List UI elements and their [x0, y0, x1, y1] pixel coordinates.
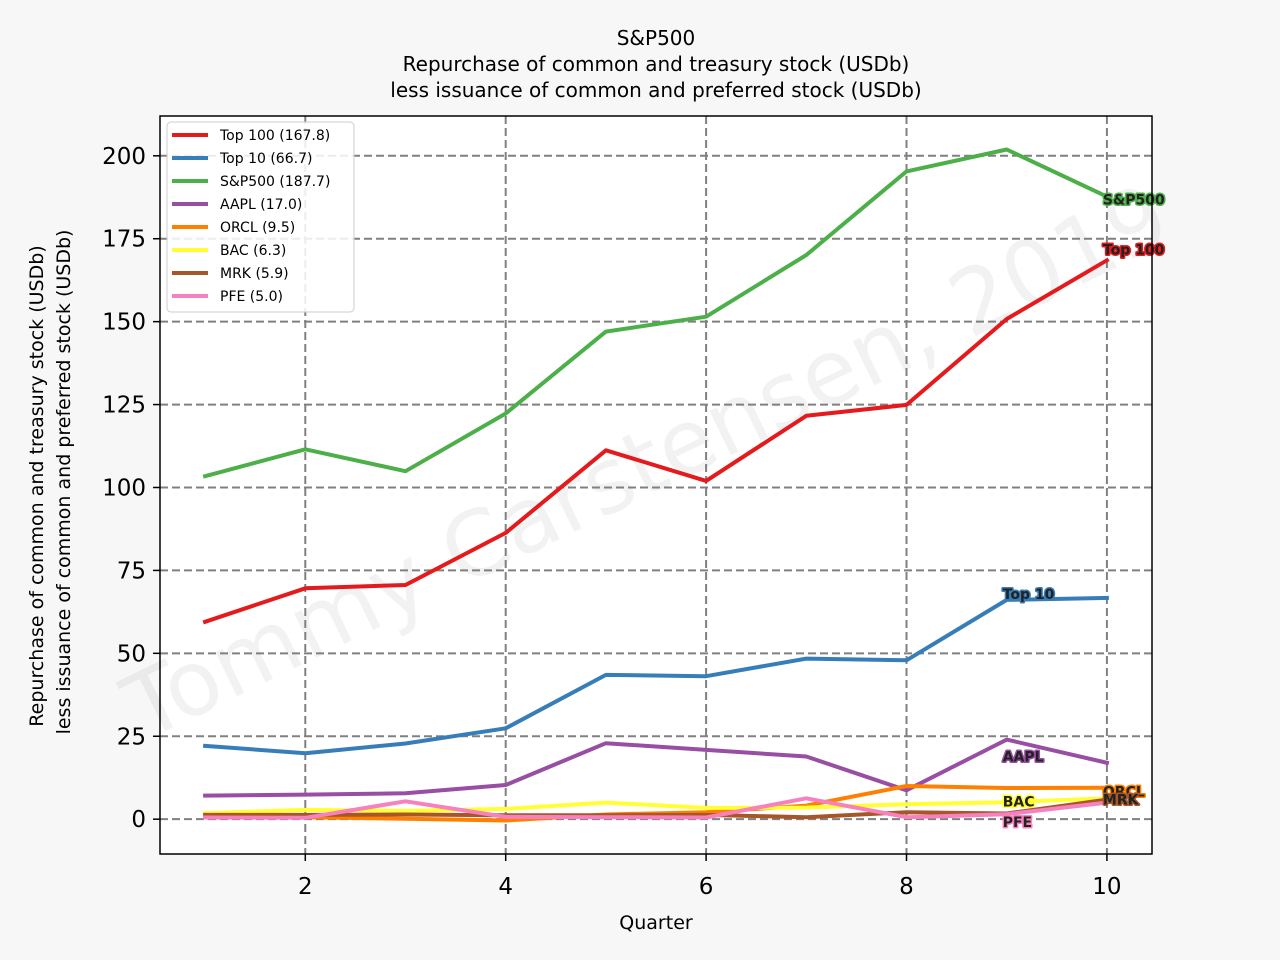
- series-line-aapl: [203, 737, 1110, 798]
- y-tick-label: 25: [117, 724, 146, 750]
- y-axis-label-line-1: Repurchase of common and treasury stock …: [26, 245, 48, 726]
- chart-title: S&P500 Repurchase of common and treasury…: [390, 26, 921, 102]
- series-line-top-10: [202, 595, 1109, 756]
- x-tick-label: 6: [699, 874, 714, 900]
- series-line-s-p500: [202, 147, 1110, 479]
- series-line-mrk: [203, 797, 1110, 820]
- y-tick-label: 50: [117, 641, 146, 667]
- y-axis-ticks: 0 25 50 75 100 125 150 175 200: [102, 144, 160, 833]
- y-tick-label: 0: [131, 807, 146, 833]
- y-tick-label: 75: [117, 558, 146, 584]
- end-label-mrk: MRK: [1103, 793, 1140, 809]
- legend-label-s-p500: S&P500 (187.7): [220, 174, 330, 190]
- legend-label-pfe: PFE (5.0): [220, 289, 283, 305]
- end-label-bac: BAC: [1003, 794, 1035, 810]
- chart-title-line-2: Repurchase of common and treasury stock …: [403, 52, 910, 76]
- x-tick-label: 8: [899, 874, 914, 900]
- x-axis-label: Quarter: [619, 912, 693, 934]
- legend-label-top-100: Top 100 (167.8): [219, 128, 330, 144]
- plot-frame: [159, 115, 1153, 855]
- legend-label-top-10: Top 10 (66.7): [219, 151, 312, 167]
- y-tick-label: 125: [102, 393, 146, 419]
- x-tick-label: 10: [1092, 874, 1121, 900]
- series-line-pfe: [203, 796, 1110, 820]
- legend-box: [166, 121, 355, 313]
- end-label-pfe: PFE: [1003, 815, 1032, 831]
- chart-title-line-1: S&P500: [617, 26, 696, 50]
- legend-label-mrk: MRK (5.9): [220, 266, 289, 282]
- legend-label-orcl: ORCL (9.5): [220, 220, 295, 236]
- end-label-orcl: ORCL: [1103, 785, 1145, 801]
- series-line-top-100: [202, 257, 1110, 625]
- end-label-top-100: Top 100: [1103, 242, 1165, 258]
- legend-label-aapl: AAPL (17.0): [220, 197, 302, 213]
- series-lines: [202, 147, 1110, 823]
- y-tick-label: 100: [102, 475, 146, 501]
- x-tick-label: 4: [498, 874, 513, 900]
- end-label-s-p500: S&P500: [1103, 193, 1165, 209]
- legend-label-bac: BAC (6.3): [220, 243, 286, 259]
- end-label-top-10: Top 10: [1003, 587, 1055, 603]
- y-tick-label: 175: [102, 227, 146, 253]
- series-end-labels: Top 100 Top 10 S&P500 AAPL ORCL BAC MRK PFE: [1001, 191, 1166, 833]
- y-tick-label: 200: [102, 144, 146, 170]
- y-tick-label: 150: [102, 310, 146, 336]
- y-axis-label: Repurchase of common and treasury stock …: [26, 230, 75, 735]
- chart-title-line-3: less issuance of common and preferred st…: [390, 78, 921, 102]
- end-label-aapl: AAPL: [1003, 750, 1044, 766]
- legend: Top 100 (167.8) Top 10 (66.7) S&P500 (187.…: [166, 121, 355, 313]
- y-axis-label-line-2: less issuance of common and preferred st…: [53, 230, 75, 735]
- x-tick-label: 2: [298, 874, 313, 900]
- x-axis-ticks: 2 4 6 8 10: [298, 854, 1122, 900]
